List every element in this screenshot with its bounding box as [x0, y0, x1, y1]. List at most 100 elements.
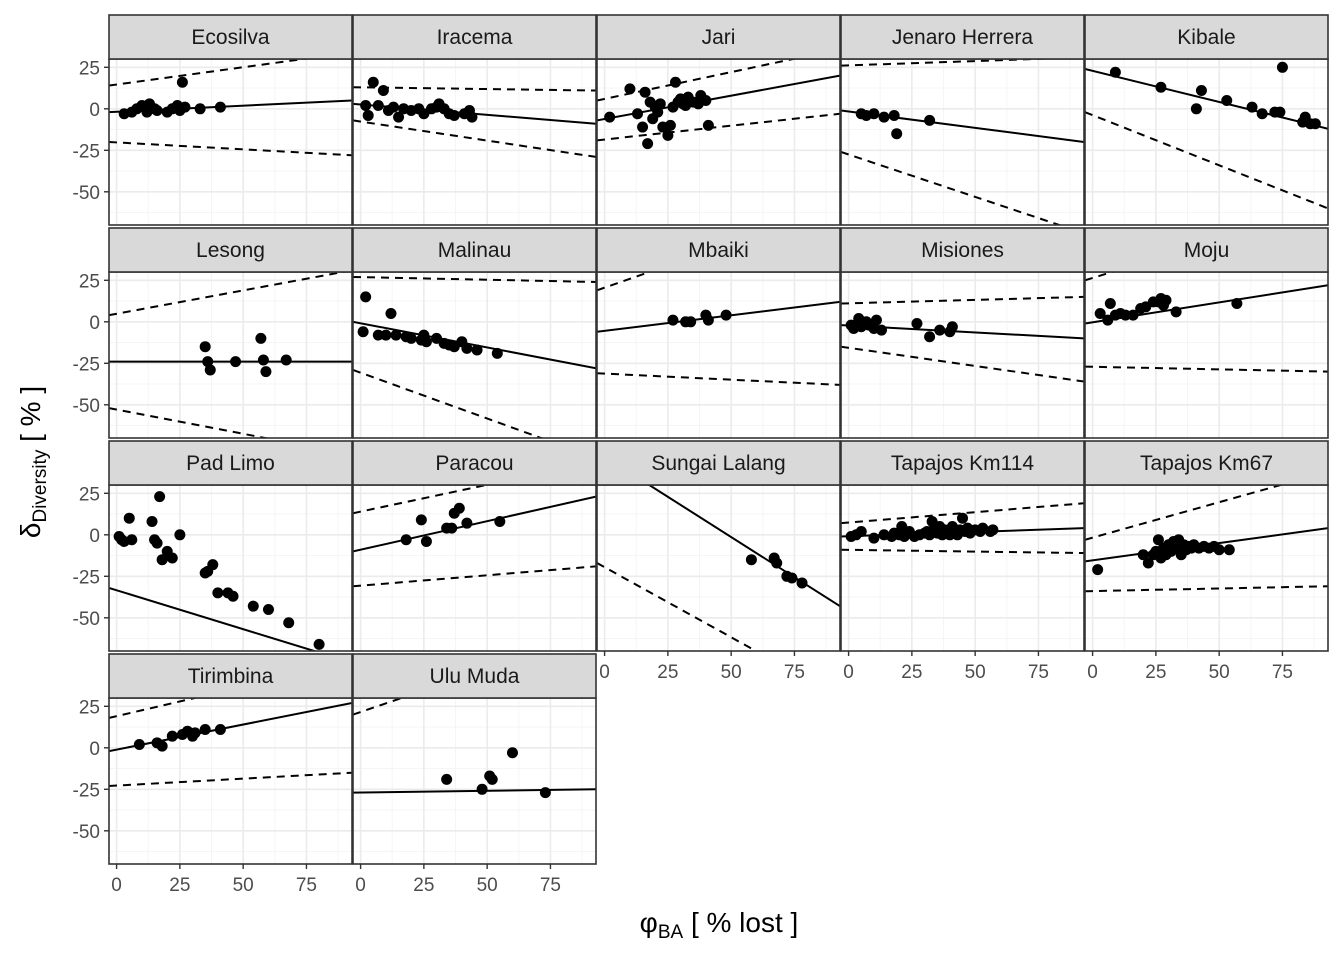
data-point	[1094, 308, 1106, 319]
x-tick-label: 75	[1028, 662, 1049, 683]
ci-lower-line	[597, 112, 840, 142]
data-point	[604, 111, 616, 123]
strip-label: Pad Limo	[186, 452, 275, 475]
panel-points	[1109, 61, 1321, 130]
facet-panel: Kibale	[1084, 14, 1329, 226]
ci-upper-line	[1085, 485, 1285, 541]
data-point	[685, 316, 697, 328]
data-point	[669, 76, 681, 88]
x-tick-label: 75	[1272, 662, 1293, 683]
ci-lower-line	[597, 372, 840, 386]
data-point	[667, 314, 679, 326]
strip-label: Kibale	[1177, 26, 1235, 49]
data-point	[367, 76, 379, 88]
ci-upper-line	[353, 86, 596, 92]
data-point	[380, 329, 392, 341]
data-point	[1104, 298, 1116, 310]
fit-line	[109, 586, 318, 651]
panel-grid	[597, 272, 840, 438]
data-point	[924, 114, 936, 126]
facet-panel: Ecosilva 25 0 -25 -50	[73, 14, 353, 226]
panel-points	[1094, 293, 1243, 326]
data-point	[154, 491, 166, 503]
data-point	[987, 524, 999, 536]
data-point	[876, 324, 887, 336]
data-point	[214, 724, 226, 736]
x-tick-label: 0	[1087, 662, 1098, 683]
panel-points	[1092, 534, 1235, 576]
ci-lower-line	[109, 141, 352, 157]
data-point	[151, 537, 163, 549]
data-point	[360, 99, 372, 111]
facet-panel: Iracema	[352, 14, 597, 226]
data-point	[637, 121, 649, 133]
y-tick-label: 25	[79, 58, 100, 79]
x-tick-label: 75	[540, 875, 561, 896]
strip-background	[108, 227, 353, 273]
data-point	[400, 534, 412, 546]
data-point	[1246, 101, 1258, 113]
panel-background	[353, 698, 596, 864]
data-point	[632, 108, 643, 120]
strip-label: Tapajos Km114	[891, 452, 1035, 475]
x-tick-label: 25	[1145, 662, 1166, 683]
panel-grid	[353, 59, 596, 225]
data-point	[911, 317, 923, 329]
data-point	[796, 577, 808, 589]
strip-background	[840, 227, 1085, 273]
data-point	[1231, 298, 1243, 310]
panel-points	[113, 491, 325, 650]
panel-grid	[109, 485, 352, 651]
data-point	[133, 738, 145, 750]
facet-panel: Tapajos Km114 0 25 50 75	[840, 440, 1085, 683]
panel-background	[597, 272, 840, 438]
strip-label: Ulu Muda	[430, 665, 520, 688]
ci-lower-line	[841, 548, 1084, 555]
data-point	[868, 532, 880, 544]
panel-background	[353, 59, 596, 225]
x-tick-label: 50	[965, 662, 986, 683]
panel-background	[841, 485, 1084, 651]
panel-background	[1085, 272, 1328, 438]
y-tick-label: 25	[79, 697, 100, 718]
data-point	[204, 364, 216, 376]
strip-background	[596, 227, 841, 273]
x-tick-label: 50	[233, 875, 254, 896]
strip-background	[352, 14, 597, 60]
panel-grid	[109, 698, 352, 864]
data-point	[283, 617, 295, 629]
panel-background	[109, 485, 352, 651]
x-tick-label: 25	[657, 662, 678, 683]
fit-line	[353, 320, 596, 370]
strip-background	[108, 653, 353, 699]
fit-line	[597, 300, 840, 333]
strip-background	[108, 14, 353, 60]
data-point	[212, 587, 224, 599]
strip-background	[840, 440, 1085, 486]
x-tick-label: 25	[169, 875, 190, 896]
facet-panel: Jenaro Herrera	[840, 14, 1085, 226]
data-point	[1223, 544, 1235, 556]
data-point	[1221, 95, 1233, 106]
data-point	[1155, 81, 1167, 93]
data-point	[156, 740, 168, 752]
y-tick-label: 0	[89, 100, 100, 121]
data-point	[539, 787, 551, 799]
data-point	[494, 516, 506, 528]
panel-grid	[597, 485, 840, 651]
strip-label: Malinau	[438, 239, 512, 262]
strip-label: Jenaro Herrera	[892, 26, 1034, 49]
x-tick-label: 0	[355, 875, 366, 896]
ci-upper-line	[841, 295, 1084, 305]
facet-panel: Moju	[1084, 227, 1329, 439]
data-point	[1213, 544, 1225, 556]
data-point	[1137, 549, 1149, 561]
x-tick-label: 50	[477, 875, 498, 896]
data-point	[194, 103, 206, 115]
y-tick-label: -25	[73, 567, 100, 588]
facet-panel: Malinau	[352, 227, 597, 439]
data-point	[1276, 61, 1288, 73]
y-tick-label: 25	[79, 271, 100, 292]
data-point	[230, 356, 242, 368]
data-point	[1160, 294, 1172, 306]
